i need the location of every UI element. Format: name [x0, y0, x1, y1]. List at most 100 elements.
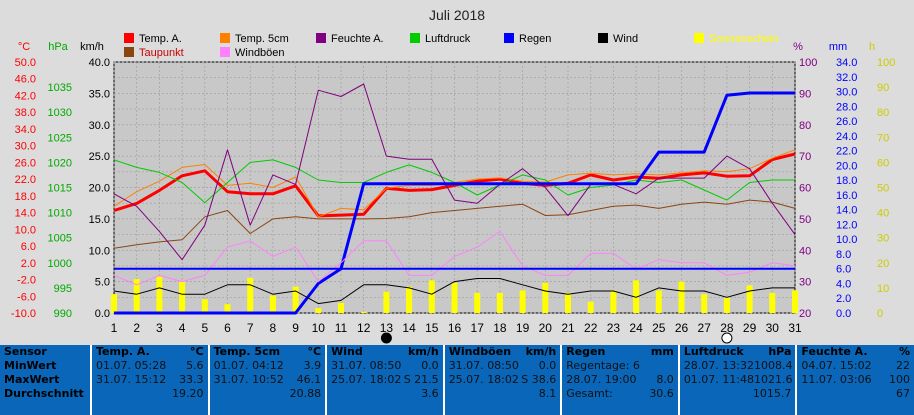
col-unit: km/h [525, 345, 557, 358]
x-tick-label: 8 [270, 321, 277, 335]
max-value: S 38.6 [521, 373, 557, 386]
max-date: 31.07. [96, 373, 131, 386]
stats-col-wind: Wind km/h 31.07. 08:50 0.0 25.07. 18:02 S 2… [325, 345, 444, 415]
x-tick-label: 21 [561, 321, 575, 335]
humidity-tick-label: 40 [799, 245, 811, 257]
row-label-min: MinWert [4, 359, 57, 372]
temp-tick-label: 22.0 [15, 174, 36, 186]
x-tick-label: 4 [179, 321, 186, 335]
rain-tick-label: 24.0 [836, 131, 857, 143]
sun-tick-label: 70 [877, 132, 889, 144]
temp-tick-label: 18.0 [15, 191, 36, 203]
sun-tick-label: 60 [877, 157, 889, 169]
temp-tick-label: 34.0 [15, 124, 36, 136]
x-tick-label: 16 [448, 321, 462, 335]
col-unit: °C [189, 345, 204, 358]
rain-tick-label: 6.0 [836, 264, 851, 276]
legend-swatch [124, 47, 134, 57]
wind-unit-label: km/h [80, 41, 104, 53]
rain-tick-label: 8.0 [836, 249, 851, 261]
sunshine-bar [111, 294, 117, 313]
col-name: Temp. 5cm [213, 345, 281, 358]
humidity-tick-label: 20 [799, 308, 811, 320]
series-line-regen [114, 91, 795, 315]
x-tick-label: 10 [312, 321, 326, 335]
avg-value: 20.88 [289, 387, 322, 400]
pressure-tick-label: 990 [54, 308, 72, 320]
sunshine-bar [360, 311, 367, 313]
legend-swatch [694, 33, 704, 43]
legend-swatch [410, 33, 420, 43]
sun-tick-label: 80 [877, 107, 889, 119]
min-time: 05:28 [134, 359, 167, 372]
sunshine-bar [792, 290, 798, 313]
pressure-tick-label: 1020 [48, 157, 72, 169]
min-date: 04.07. [801, 359, 837, 372]
pressure-tick-label: 1010 [48, 208, 72, 220]
avg-value: 19.20 [172, 387, 204, 400]
sunshine-bar [610, 290, 617, 313]
sunshine-bar [247, 277, 254, 313]
pressure-tick-label: 1030 [48, 107, 72, 119]
row-label-avg: Durchschnitt [4, 387, 84, 400]
col-name: Feuchte A. [801, 345, 868, 358]
max-time: 18:02 [487, 373, 519, 386]
min-time: 13:32 [722, 359, 755, 372]
wind-tick-label: 30.0 [89, 120, 110, 132]
humidity-tick-label: 100 [799, 57, 817, 69]
max-time: 18:02 [369, 373, 402, 386]
chart-title: Juli 2018 [429, 7, 485, 23]
rain-tick-label: 12.0 [836, 219, 857, 231]
wind-tick-label: 20.0 [89, 183, 110, 195]
max-time: 10:52 [252, 373, 284, 386]
col-unit: % [898, 345, 910, 358]
series-line-feuchte-a- [113, 83, 796, 261]
temp-tick-label: -2.0 [17, 275, 36, 287]
legend-swatch [124, 33, 134, 43]
max-date: 11.07. [801, 373, 837, 386]
sunshine-bar [201, 299, 208, 313]
legend-label: Temp. A. [139, 33, 182, 45]
temp-tick-label: 2.0 [21, 258, 36, 270]
weather-chart: 1 2 3 4 5 6 7 8 9 10 11 12 13 14 15 16 17 18 19 20 21 22 23 24 2… [0, 0, 914, 345]
humidity-tick-label: 80 [799, 120, 811, 132]
pressure-tick-label: 1015 [48, 183, 72, 195]
legend-swatch [220, 33, 230, 43]
sunshine-bar [338, 302, 344, 313]
x-tick-label: 18 [493, 321, 507, 335]
temp-tick-label: 6.0 [21, 241, 36, 253]
x-tick-label: 3 [156, 321, 163, 335]
legend-label: Sonnenschein [709, 33, 779, 45]
min-value: 22 [896, 359, 910, 372]
temp-tick-label: 10.0 [15, 224, 36, 236]
stats-row-labels: Sensor MinWert MaxWert Durchschnitt [0, 345, 91, 415]
pressure-tick-label: 1005 [48, 233, 72, 245]
col-name: Wind [331, 345, 363, 358]
x-tick-label: 29 [743, 321, 757, 335]
legend-label: Windböen [235, 47, 285, 59]
x-tick-label: 31 [788, 321, 802, 335]
wind-tick-label: 15.0 [89, 214, 110, 226]
full-moon-marker [721, 332, 733, 344]
legend-swatch [598, 33, 608, 43]
legend-label: Wind [613, 33, 638, 45]
rain-tick-label: 4.0 [836, 278, 851, 290]
max-value: 100 [889, 373, 910, 386]
row-label-sensor: Sensor [4, 345, 47, 358]
min-value: 0.0 [421, 359, 439, 372]
max-date: 31.07. [213, 373, 249, 386]
pressure-tick-label: 1025 [48, 132, 72, 144]
temp-tick-label: 30.0 [15, 141, 36, 153]
series-line-temp-a- [113, 152, 796, 218]
max-date: 25.07. [448, 373, 484, 386]
max-time: 15:12 [134, 373, 167, 386]
sunshine-bar [156, 276, 163, 313]
max-time: 03:06 [839, 373, 872, 386]
min-time: 15:02 [839, 359, 872, 372]
avg-value: 8.1 [538, 387, 557, 400]
col-name: Windböen [448, 345, 512, 358]
pressure-tick-label: 995 [54, 283, 72, 295]
wind-tick-label: 10.0 [89, 245, 110, 257]
min-value: 3.9 [303, 359, 322, 372]
series-line-wind [113, 278, 795, 305]
